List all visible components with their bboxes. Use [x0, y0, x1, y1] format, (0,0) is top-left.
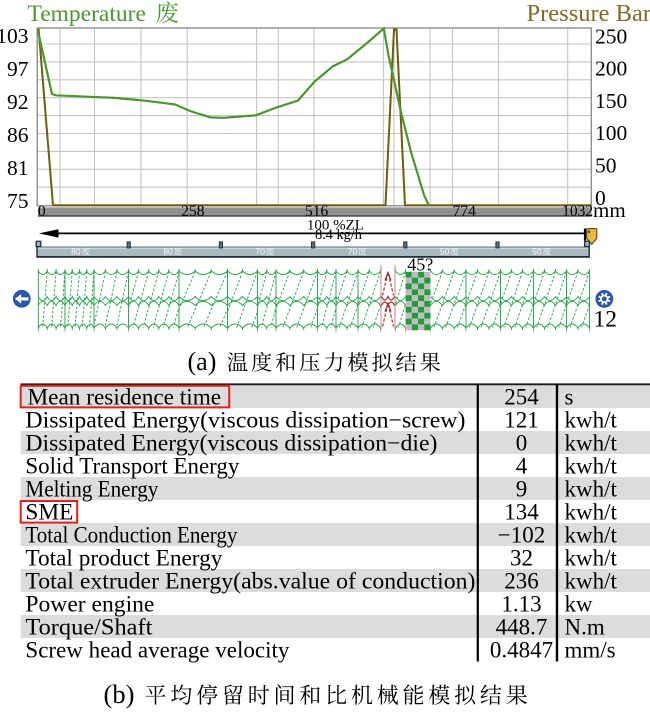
svg-text:92: 92	[7, 90, 29, 114]
svg-text:s: s	[565, 384, 574, 409]
svg-text:774: 774	[453, 203, 477, 220]
svg-text:Dissipated Energy(viscous diss: Dissipated Energy(viscous dissipation−di…	[25, 430, 437, 455]
svg-text:Total Conduction Energy: Total Conduction Energy	[25, 522, 237, 547]
svg-text:kwh/t: kwh/t	[565, 568, 618, 593]
svg-text:Total product Energy: Total product Energy	[25, 545, 222, 570]
svg-text:kwh/t: kwh/t	[565, 522, 618, 547]
svg-text:100 %ZL: 100 %ZL	[307, 217, 364, 233]
svg-text:Mean residence time: Mean residence time	[28, 384, 222, 409]
svg-text:103: 103	[0, 24, 29, 48]
svg-text:258: 258	[181, 203, 205, 220]
svg-text:mm: mm	[593, 198, 626, 222]
svg-text:Solid Transport Energy: Solid Transport Energy	[25, 453, 239, 478]
svg-text:kwh/t: kwh/t	[565, 545, 618, 570]
svg-text:N.m: N.m	[565, 614, 605, 639]
svg-text:Dissipated Energy(viscous diss: Dissipated Energy(viscous dissipation−sc…	[25, 407, 465, 432]
svg-text:Total extruder Energy(abs.valu: Total extruder Energy(abs.value of condu…	[25, 568, 475, 593]
svg-text:80: 80	[71, 247, 81, 257]
svg-text:(a): (a)	[188, 347, 217, 376]
svg-text:516: 516	[305, 203, 329, 220]
svg-text:(b): (b)	[104, 679, 135, 709]
svg-text:0.4847: 0.4847	[490, 637, 553, 662]
svg-text:Torque/Shaft: Torque/Shaft	[25, 614, 153, 639]
svg-text:254: 254	[504, 384, 539, 409]
svg-text:86: 86	[7, 123, 29, 147]
svg-text:236: 236	[504, 568, 539, 593]
svg-text:Melting Energy: Melting Energy	[25, 476, 158, 501]
svg-text:12: 12	[594, 307, 618, 333]
svg-text:50: 50	[440, 247, 450, 257]
svg-text:50: 50	[532, 247, 542, 257]
svg-text:75: 75	[7, 189, 29, 213]
svg-text:4: 4	[516, 453, 528, 478]
svg-text:Screw head average velocity: Screw head average velocity	[25, 637, 289, 662]
svg-text:kwh/t: kwh/t	[565, 499, 618, 524]
svg-text:8.4 kg/h: 8.4 kg/h	[315, 227, 362, 243]
svg-text:81: 81	[7, 156, 29, 180]
svg-text:80: 80	[163, 247, 173, 257]
svg-text:kwh/t: kwh/t	[565, 453, 618, 478]
svg-text:Temperature: Temperature	[28, 1, 146, 27]
svg-text:70: 70	[348, 247, 358, 257]
svg-text:1.13: 1.13	[501, 591, 541, 616]
svg-text:kwh/t: kwh/t	[565, 476, 618, 501]
svg-text:9: 9	[516, 476, 528, 501]
svg-text:150: 150	[595, 89, 627, 113]
svg-text:448.7: 448.7	[496, 614, 548, 639]
svg-text:200: 200	[595, 57, 627, 81]
svg-text:50: 50	[595, 154, 617, 178]
svg-text:100: 100	[595, 121, 627, 145]
svg-text:0: 0	[595, 186, 606, 210]
svg-text:97: 97	[7, 57, 29, 81]
svg-text:Pressure Bar: Pressure Bar	[527, 0, 650, 27]
svg-text:kwh/t: kwh/t	[565, 430, 618, 455]
svg-text:134: 134	[504, 499, 539, 524]
svg-text:mm/s: mm/s	[565, 637, 616, 662]
svg-text:kwh/t: kwh/t	[565, 407, 618, 432]
svg-text:32: 32	[510, 545, 533, 570]
svg-text:−102: −102	[498, 522, 545, 547]
svg-text:SME: SME	[25, 499, 73, 524]
svg-text:Power engine: Power engine	[25, 591, 154, 616]
svg-text:0: 0	[516, 430, 528, 455]
svg-text:121: 121	[504, 407, 539, 432]
svg-text:0: 0	[38, 203, 46, 220]
svg-text:250: 250	[595, 24, 627, 48]
svg-text:70: 70	[256, 247, 266, 257]
svg-text:kw: kw	[565, 591, 594, 616]
svg-text:45?: 45?	[407, 254, 433, 274]
svg-text:1032: 1032	[562, 203, 593, 220]
